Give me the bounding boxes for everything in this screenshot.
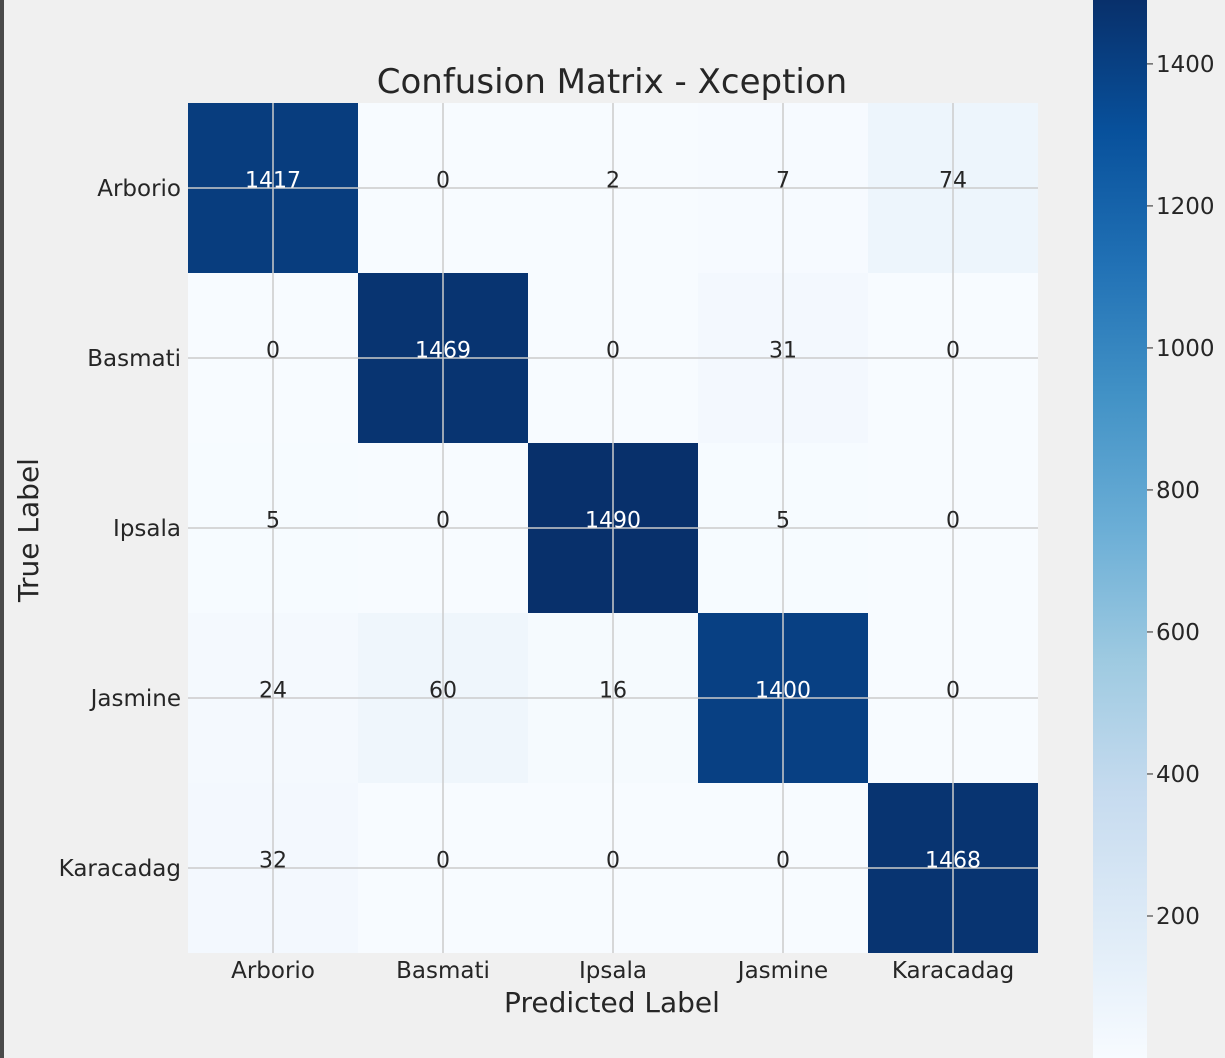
- cell-value-label: 1400: [755, 679, 811, 704]
- cell-value-label: 1490: [585, 509, 641, 534]
- colorbar: [1093, 0, 1147, 1058]
- y-tick-label: Ipsala: [113, 516, 181, 542]
- cell-value-label: 32: [259, 849, 287, 874]
- cell-value-label: 1469: [415, 339, 471, 364]
- y-tick-label: Arborio: [97, 176, 181, 202]
- x-tick-label: Karacadag: [892, 958, 1014, 984]
- axis-ticks: Arborio Basmati Ipsala Jasmine Karacadag Arbo…: [59, 176, 1015, 984]
- colorbar-tick-label: 800: [1156, 478, 1200, 504]
- cell-value-label: 0: [436, 509, 450, 534]
- cell-value-label: 16: [599, 679, 627, 704]
- colorbar-tick-label: 1400: [1156, 52, 1215, 78]
- cell-value-label: 0: [606, 339, 620, 364]
- window-edge: [0, 0, 4, 1058]
- cell-value-label: 5: [776, 509, 790, 534]
- colorbar-tick-label: 200: [1156, 904, 1200, 930]
- cell-value-label: 2: [606, 169, 620, 194]
- cell-value-label: 0: [776, 849, 790, 874]
- cell-value-label: 0: [946, 339, 960, 364]
- cell-value-label: 0: [946, 679, 960, 704]
- cell-value-label: 74: [939, 169, 967, 194]
- x-axis-title: Predicted Label: [504, 986, 720, 1019]
- cell-value-label: 0: [436, 849, 450, 874]
- y-tick-label: Karacadag: [59, 856, 181, 882]
- cell-value-label: 60: [429, 679, 457, 704]
- cell-value-label: 1468: [925, 849, 981, 874]
- x-tick-label: Jasmine: [736, 958, 828, 984]
- cell-value-label: 24: [259, 679, 287, 704]
- grid-lines: [188, 103, 1038, 953]
- colorbar-tick-label: 1000: [1156, 336, 1215, 362]
- x-tick-label: Basmati: [396, 958, 490, 984]
- colorbar-tick-label: 1200: [1156, 194, 1215, 220]
- cell-value-label: 5: [266, 509, 280, 534]
- cell-value-label: 0: [436, 169, 450, 194]
- colorbar-tick-label: 600: [1156, 620, 1200, 646]
- x-tick-label: Ipsala: [579, 958, 647, 984]
- colorbar-tick-label: 400: [1156, 762, 1200, 788]
- cell-value-labels: 1417 0 2 7 74 0 1469 0 31 0 5 0 1490 5 0 24 60 16 1400 0 32 0…: [245, 169, 981, 874]
- cell-value-label: 0: [266, 339, 280, 364]
- x-tick-label: Arborio: [231, 958, 315, 984]
- chart-title: Confusion Matrix - Xception: [377, 62, 847, 102]
- cell-value-label: 7: [776, 169, 790, 194]
- cell-value-label: 0: [946, 509, 960, 534]
- y-axis-title: True Label: [12, 458, 45, 603]
- cell-value-label: 1417: [245, 169, 301, 194]
- colorbar-ticks: 200 400 600 800 1000 1200 1400: [1147, 52, 1215, 930]
- y-tick-label: Basmati: [87, 346, 181, 372]
- cell-value-label: 31: [769, 339, 797, 364]
- cell-value-label: 0: [606, 849, 620, 874]
- y-tick-label: Jasmine: [89, 686, 181, 712]
